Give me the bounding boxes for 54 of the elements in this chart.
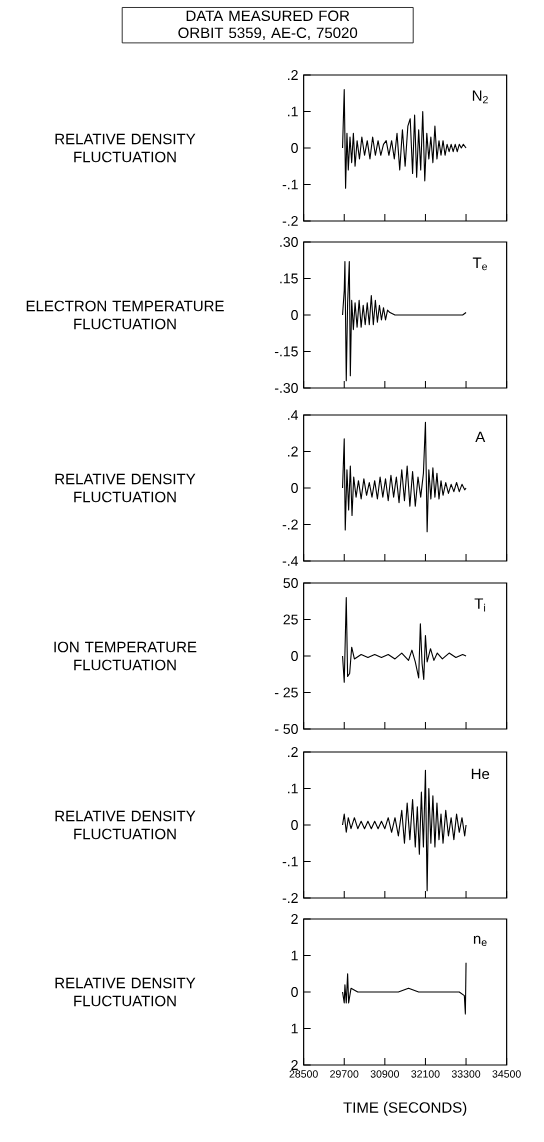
annotation: T$_{e}$ <box>473 257 488 271</box>
y-tick-label: .1 <box>288 783 298 794</box>
y-tick-label: - 50 <box>275 724 299 734</box>
y-tick-label: 25 <box>283 614 299 625</box>
y-tick-label: -.1 <box>282 856 298 867</box>
y-tick-label: 2 <box>291 914 298 924</box>
annotation: N$_{2}$ <box>473 90 488 104</box>
y-tick-label: .15 <box>280 273 299 284</box>
y-tick-label: .2 <box>288 70 298 80</box>
y-tick-label: .30 <box>280 237 299 247</box>
x-axis-title: TIME (SECONDS) <box>343 1101 467 1116</box>
y-axis-title: RELATIVE DENSITY FLUCTUATION <box>55 133 196 163</box>
line-series <box>342 597 467 683</box>
y-tick-label: 0 <box>291 987 299 997</box>
annotation: n$_{e}$ <box>474 935 487 947</box>
chart-title: DATA MEASURED FOR ORBIT 5359, AE-C, 75020 <box>178 10 358 40</box>
y-axis-title: ION TEMPERATURE FLUCTUATION <box>54 641 197 671</box>
y-tick-label: -.2 <box>282 216 298 226</box>
annotation: A <box>475 431 486 443</box>
y-axis-title: RELATIVE DENSITY FLUCTUATION <box>55 977 196 1007</box>
y-axis-title: RELATIVE DENSITY FLUCTUATION <box>55 473 196 503</box>
y-tick-label: -.4 <box>282 556 299 566</box>
y-tick-label: .1 <box>288 106 298 117</box>
x-tick-label: 34500 <box>492 1070 521 1078</box>
y-tick-label: -.30 <box>275 383 299 393</box>
y-tick-label: .2 <box>288 747 298 757</box>
y-tick-label: .2 <box>288 446 298 457</box>
y-tick-label: -.1 <box>282 179 298 190</box>
annotation: He <box>472 768 490 780</box>
y-axis-title: ELECTRON TEMPERATURE FLUCTUATION <box>26 300 224 330</box>
y-tick-label: -.2 <box>282 893 298 903</box>
line-series <box>342 421 467 533</box>
x-tick-label: 28500 <box>289 1070 318 1078</box>
x-tick-label: 29700 <box>330 1070 359 1078</box>
y-axis-title: RELATIVE DENSITY FLUCTUATION <box>55 810 196 840</box>
line-series <box>342 769 467 892</box>
y-tick-label: 0 <box>291 483 299 493</box>
y-tick-label: 2 <box>291 1060 298 1070</box>
line-series <box>342 89 467 189</box>
y-tick-label: 0 <box>291 820 299 830</box>
y-tick-label: 0 <box>291 651 299 661</box>
y-tick-label: 0 <box>291 310 299 320</box>
annotation: T$_{i}$ <box>474 598 486 612</box>
y-tick-label: 0 <box>291 143 299 153</box>
y-tick-label: - 25 <box>275 687 299 698</box>
y-tick-label: -.2 <box>282 519 298 530</box>
x-tick-label: 32100 <box>411 1070 440 1078</box>
x-tick-label: 33300 <box>452 1070 481 1078</box>
y-tick-label: 1 <box>291 950 298 961</box>
y-tick-label: -.15 <box>275 346 299 357</box>
x-tick-label: 30900 <box>370 1070 400 1078</box>
y-tick-label: .4 <box>288 410 299 420</box>
y-tick-label: 1 <box>291 1023 298 1034</box>
y-tick-label: 50 <box>283 578 299 588</box>
